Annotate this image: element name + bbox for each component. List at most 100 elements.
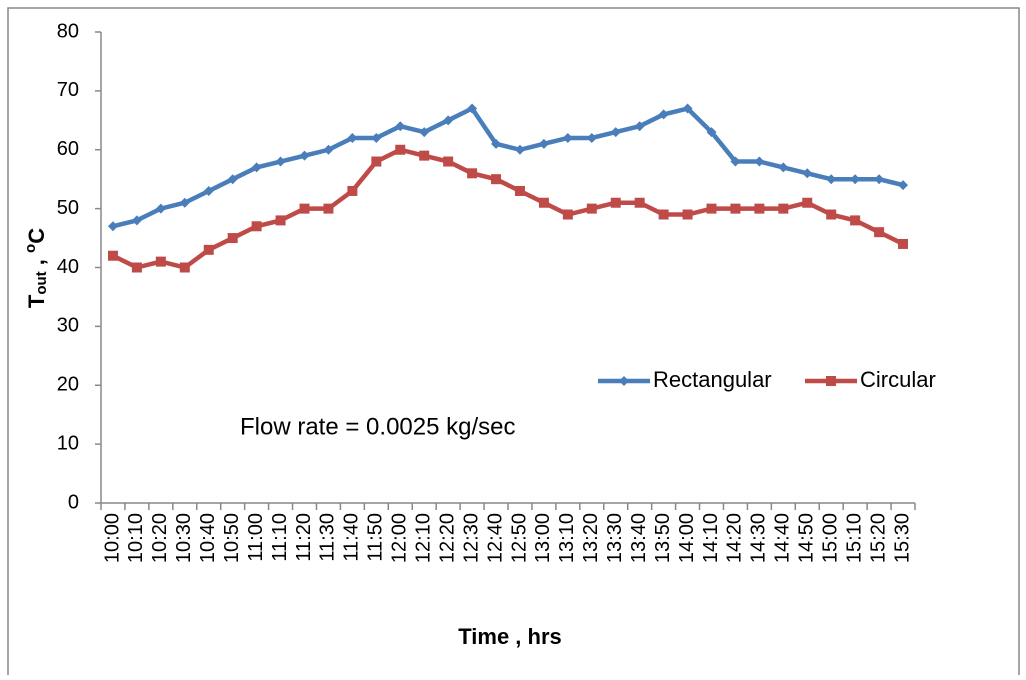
marker	[634, 197, 645, 208]
marker	[514, 185, 525, 196]
x-tick-label: 14:50	[796, 513, 818, 563]
marker	[538, 197, 549, 208]
x-tick-label: 11:40	[341, 513, 363, 562]
x-tick-label: 13:20	[580, 513, 602, 563]
marker	[395, 144, 406, 155]
marker	[107, 221, 118, 232]
chart-border	[7, 7, 1020, 680]
marker	[131, 262, 142, 273]
marker	[227, 174, 238, 185]
x-axis-label: Time , hrs	[458, 624, 562, 649]
marker	[706, 127, 717, 138]
legend-label: Rectangular	[653, 367, 772, 392]
x-tick-label: 14:30	[748, 513, 770, 563]
marker	[730, 203, 741, 214]
marker	[227, 233, 238, 244]
marker	[491, 174, 502, 185]
x-tick-label: 11:30	[317, 513, 339, 562]
x-tick-label: 12:00	[389, 513, 411, 563]
x-tick-label: 13:00	[532, 513, 554, 563]
marker	[538, 138, 549, 149]
y-tick-label: 60	[57, 138, 79, 160]
marker	[443, 156, 454, 167]
marker	[179, 262, 190, 273]
marker	[850, 174, 861, 185]
marker	[898, 238, 909, 249]
marker	[467, 103, 478, 114]
x-tick-label: 13:30	[604, 513, 626, 563]
x-tick-label: 11:00	[245, 513, 267, 562]
x-tick-label: 11:10	[269, 513, 291, 562]
x-tick-label: 14:10	[700, 513, 722, 563]
marker	[395, 121, 406, 132]
marker	[155, 203, 166, 214]
x-tick-label: 12:40	[484, 513, 506, 563]
marker	[562, 209, 573, 220]
y-tick-label: 80	[57, 20, 79, 42]
marker	[802, 168, 813, 179]
x-tick-label: 13:10	[556, 513, 578, 563]
marker	[658, 209, 669, 220]
marker	[586, 203, 597, 214]
y-label-part: T	[24, 294, 49, 308]
marker	[371, 156, 382, 167]
x-tick-label: 12:50	[508, 513, 530, 563]
x-tick-label: 12:30	[460, 513, 482, 563]
marker	[826, 174, 837, 185]
marker	[107, 250, 118, 261]
marker	[562, 132, 573, 143]
x-tick-label: 10:30	[173, 513, 195, 563]
y-tick-label: 30	[57, 315, 79, 337]
marker	[898, 180, 909, 191]
y-tick-label: 70	[57, 79, 79, 101]
marker	[491, 138, 502, 149]
x-tick-label: 12:10	[412, 513, 434, 563]
marker	[323, 203, 334, 214]
x-tick-label: 15:30	[891, 513, 913, 563]
marker	[610, 127, 621, 138]
marker	[682, 103, 693, 114]
y-label-part: ,	[24, 253, 49, 271]
y-label-part: o	[22, 244, 39, 253]
marker	[730, 156, 741, 167]
marker	[275, 156, 286, 167]
marker	[203, 185, 214, 196]
marker	[443, 115, 454, 126]
x-tick-label: 12:20	[436, 513, 458, 563]
x-tick-label: 13:40	[628, 513, 650, 563]
y-axis-label: Tout , oC	[22, 228, 50, 308]
marker	[299, 150, 310, 161]
x-tick-label: 11:20	[293, 513, 315, 562]
x-tick-label: 10:50	[221, 513, 243, 563]
marker	[826, 209, 837, 220]
marker	[610, 197, 621, 208]
series-line	[112, 106, 904, 229]
y-label-part: C	[24, 228, 49, 244]
marker	[802, 197, 813, 208]
x-tick-label: 15:00	[819, 513, 841, 563]
series-line	[111, 147, 905, 270]
marker	[251, 162, 262, 173]
marker	[874, 227, 885, 238]
marker	[778, 203, 789, 214]
y-tick-label: 40	[57, 256, 79, 278]
x-tick-label: 13:50	[652, 513, 674, 563]
marker	[299, 203, 310, 214]
marker	[850, 215, 861, 226]
marker	[203, 244, 214, 255]
marker	[754, 156, 765, 167]
y-tick-label: 20	[57, 374, 79, 396]
marker	[419, 150, 430, 161]
marker	[419, 127, 430, 138]
legend-label: Circular	[860, 367, 936, 392]
marker	[131, 215, 142, 226]
marker	[778, 162, 789, 173]
x-tick-label: 10:00	[101, 513, 123, 563]
marker	[347, 132, 358, 143]
marker	[251, 221, 262, 232]
y-tick-label: 0	[68, 491, 79, 513]
marker	[323, 144, 334, 155]
marker	[371, 132, 382, 143]
